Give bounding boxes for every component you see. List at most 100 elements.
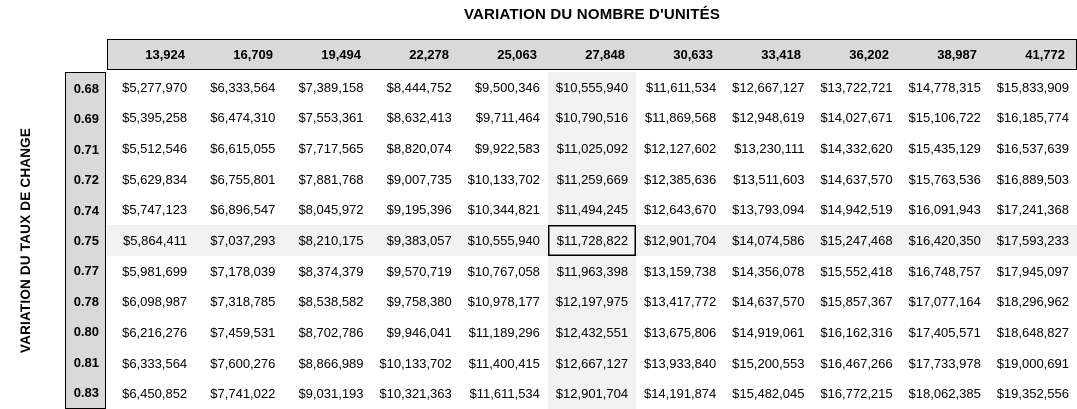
cell-r0-c8[interactable]: $13,722,721 [820,79,893,95]
cell-r0-c9[interactable]: $14,778,315 [908,79,981,95]
cell-r3-c2[interactable]: $7,881,768 [298,171,364,187]
cell-r1-c0[interactable]: $5,395,258 [122,110,188,126]
cell-r5-c6[interactable]: $12,901,704 [636,225,725,256]
cell-r4-c2[interactable]: $8,045,972 [298,202,364,218]
cell-r9-c5[interactable]: $12,667,127 [547,347,637,379]
cell-r2-c1[interactable]: $6,615,055 [210,141,276,157]
column-header-9[interactable]: 38,987 [937,47,977,62]
cell-r7-c2[interactable]: $8,538,582 [298,294,364,310]
cell-r4-c9[interactable]: $16,091,943 [908,202,981,218]
cell-r8-c6[interactable]: $13,675,806 [643,324,717,340]
cell-r5-c4[interactable]: $10,555,940 [459,225,548,256]
cell-r3-c6[interactable]: $12,385,636 [643,171,717,187]
column-header-10[interactable]: 41,772 [1025,47,1065,62]
cell-r3-c1[interactable]: $6,755,801 [210,171,276,187]
cell-r10-c7[interactable]: $15,482,045 [732,386,805,402]
cell-r10-c4[interactable]: $11,611,534 [469,386,540,402]
row-header-1[interactable]: 0.69 [73,111,99,127]
cell-r1-c9[interactable]: $15,106,722 [908,110,981,126]
cell-r7-c5[interactable]: $12,197,975 [547,286,637,318]
cell-r10-c0[interactable]: $6,450,852 [122,386,188,402]
cell-r3-c4[interactable]: $10,133,702 [467,171,540,187]
cell-r4-c0[interactable]: $5,747,123 [122,202,188,218]
cell-r0-c6[interactable]: $11,611,534 [645,79,717,95]
row-header-0[interactable]: 0.68 [73,80,99,96]
column-header-4[interactable]: 25,063 [497,47,537,62]
cell-r0-c0[interactable]: $5,277,970 [122,79,188,95]
cell-r7-c10[interactable]: $18,296,962 [996,294,1069,310]
cell-r5-c2[interactable]: $8,210,175 [283,225,372,256]
cell-r10-c10[interactable]: $19,352,556 [996,386,1069,402]
column-header-0[interactable]: 13,924 [145,47,185,62]
cell-r7-c1[interactable]: $7,318,785 [210,294,276,310]
row-header-7[interactable]: 0.78 [73,293,99,309]
cell-r2-c3[interactable]: $8,820,074 [386,141,452,157]
cell-r8-c5[interactable]: $12,432,551 [547,317,637,348]
cell-r9-c4[interactable]: $11,400,415 [468,355,540,371]
cell-r2-c0[interactable]: $5,512,546 [122,141,188,157]
cell-r4-c10[interactable]: $17,241,368 [996,202,1069,218]
cell-r0-c1[interactable]: $6,333,564 [210,79,276,95]
cell-r6-c5[interactable]: $11,963,398 [547,255,637,287]
cell-r0-c4[interactable]: $9,500,346 [474,79,540,95]
cell-r2-c4[interactable]: $9,922,583 [474,141,540,157]
column-header-5[interactable]: 27,848 [585,47,625,62]
cell-r10-c5[interactable]: $12,901,704 [547,378,637,409]
cell-r1-c4[interactable]: $9,711,464 [475,110,540,126]
cell-r6-c3[interactable]: $9,570,719 [386,263,452,279]
cell-r8-c10[interactable]: $18,648,827 [996,324,1069,340]
cell-r6-c8[interactable]: $15,552,418 [820,263,893,279]
cell-r8-c2[interactable]: $8,702,786 [298,324,364,340]
cell-r3-c7[interactable]: $13,511,603 [733,171,805,187]
row-header-5[interactable]: 0.75 [73,232,99,248]
row-header-8[interactable]: 0.80 [73,324,99,340]
cell-r2-c6[interactable]: $12,127,602 [643,141,717,157]
cell-r6-c1[interactable]: $7,178,039 [210,263,276,279]
cell-r4-c6[interactable]: $12,643,670 [643,202,717,218]
cell-r4-c5[interactable]: $11,494,245 [547,194,637,226]
cell-r2-c10[interactable]: $16,537,639 [996,141,1069,157]
cell-r9-c6[interactable]: $13,933,840 [643,355,717,371]
cell-r1-c5[interactable]: $10,790,516 [547,102,637,134]
cell-r7-c0[interactable]: $6,098,987 [122,294,188,310]
row-header-10[interactable]: 0.83 [73,385,99,401]
cell-r3-c0[interactable]: $5,629,834 [122,171,188,187]
column-header-8[interactable]: 36,202 [849,47,889,62]
cell-r7-c3[interactable]: $9,758,380 [386,294,452,310]
cell-r10-c3[interactable]: $10,321,363 [379,386,452,402]
cell-r2-c8[interactable]: $14,332,620 [820,141,893,157]
cell-r10-c2[interactable]: $9,031,193 [298,386,364,402]
cell-r5-c0[interactable]: $5,864,411 [107,225,196,256]
cell-r7-c9[interactable]: $17,077,164 [908,294,981,310]
cell-r6-c10[interactable]: $17,945,097 [996,263,1069,279]
row-header-4[interactable]: 0.74 [73,202,99,218]
row-header-6[interactable]: 0.77 [73,263,99,279]
column-header-1[interactable]: 16,709 [233,47,273,62]
row-header-9[interactable]: 0.81 [73,354,99,370]
cell-r10-c9[interactable]: $18,062,385 [908,386,981,402]
cell-r9-c3[interactable]: $10,133,702 [379,355,452,371]
cell-r1-c1[interactable]: $6,474,310 [210,110,276,126]
cell-r8-c7[interactable]: $14,919,061 [732,324,805,340]
cell-r5-c10[interactable]: $17,593,233 [988,225,1077,256]
selected-cell[interactable]: $11,728,822 [547,225,637,256]
cell-r7-c6[interactable]: $13,417,772 [643,294,717,310]
cell-r5-c1[interactable]: $7,037,293 [195,225,284,256]
cell-r2-c9[interactable]: $15,435,129 [908,141,981,157]
cell-r8-c8[interactable]: $16,162,316 [820,324,893,340]
cell-r7-c4[interactable]: $10,978,177 [467,294,540,310]
row-header-2[interactable]: 0.71 [73,141,99,157]
cell-r9-c8[interactable]: $16,467,266 [820,355,893,371]
cell-r3-c8[interactable]: $14,637,570 [820,171,893,187]
cell-r6-c4[interactable]: $10,767,058 [467,263,540,279]
cell-r0-c7[interactable]: $12,667,127 [732,79,805,95]
cell-r5-c7[interactable]: $14,074,586 [724,225,813,256]
cell-r9-c2[interactable]: $8,866,989 [298,355,364,371]
cell-r10-c8[interactable]: $16,772,215 [820,386,893,402]
cell-r6-c2[interactable]: $8,374,379 [298,263,364,279]
cell-r8-c0[interactable]: $6,216,276 [122,324,188,340]
cell-r2-c5[interactable]: $11,025,092 [547,133,637,164]
cell-r4-c7[interactable]: $13,793,094 [732,202,805,218]
cell-r2-c7[interactable]: $13,230,111 [734,141,805,157]
cell-r1-c3[interactable]: $8,632,413 [386,110,452,126]
